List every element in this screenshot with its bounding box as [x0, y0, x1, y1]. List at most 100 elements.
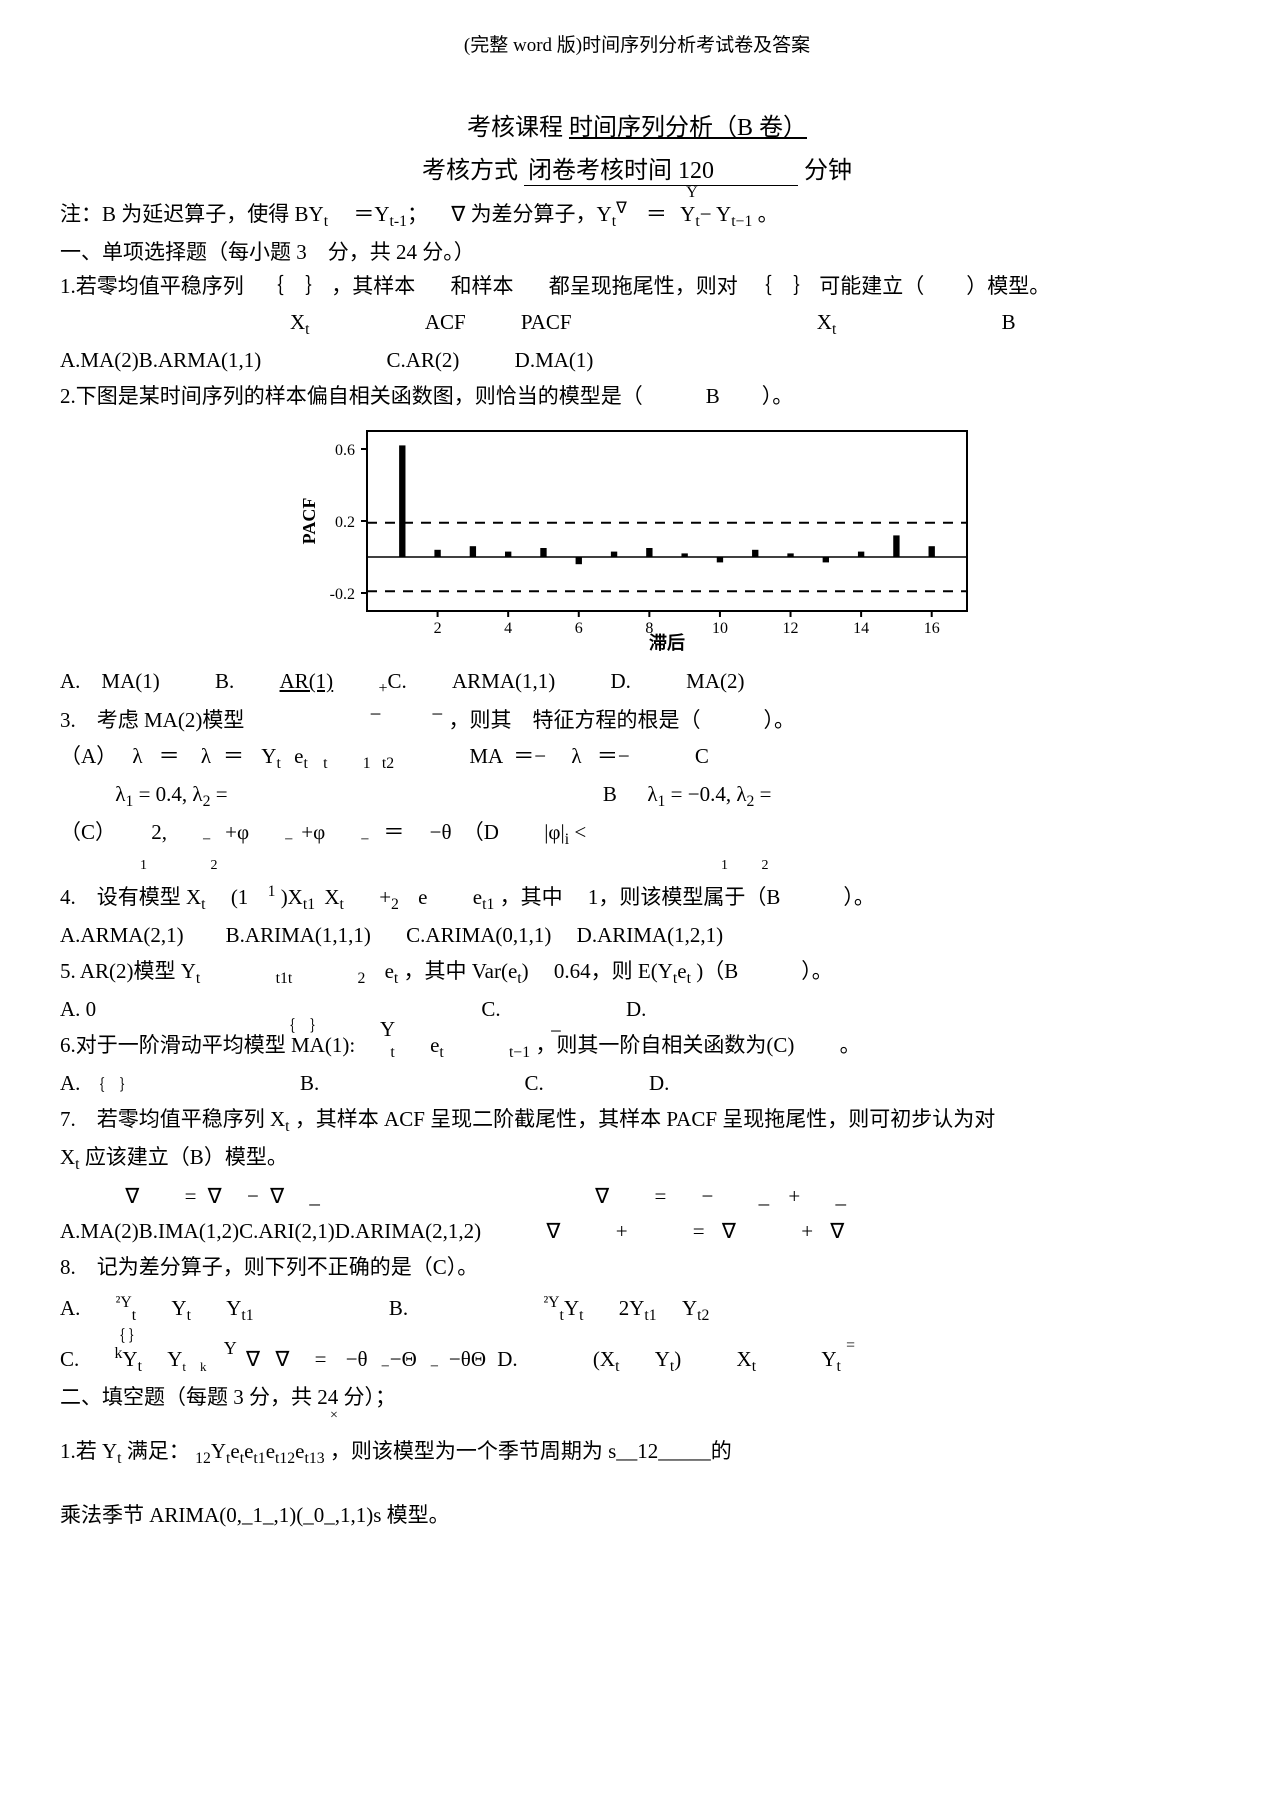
nabla2-icon: ∇ [616, 200, 627, 217]
q4-x1: X [324, 885, 339, 909]
q5: 5. AR(2)模型 Yt t1t 2 et ，其中 Var(et) 0.64，… [60, 955, 1214, 991]
svg-text:2: 2 [434, 620, 442, 637]
q7-us2: _ [759, 1184, 770, 1208]
q6-Y-top: Y [380, 1013, 395, 1047]
q8-xt: (X [593, 1347, 615, 1371]
q7-2n3: ∇ [830, 1219, 844, 1243]
q8-d2: ²Y [116, 1294, 132, 1311]
exam-mode-val: 闭卷 [528, 158, 576, 184]
q6-pre: ｛ ｝ Y − 6.对于一阶滑动平均模型 MA(1): t et t−1 ，则其… [60, 1029, 1214, 1065]
q6-t1: t−1 [509, 1044, 530, 1061]
svg-text:PACF: PACF [299, 498, 319, 545]
svg-text:滞后: 滞后 [649, 633, 685, 651]
section2-title: 二、填空题（每题 3 分，共 24 分）； × [60, 1381, 1214, 1415]
q7-us: _ [309, 1184, 320, 1208]
q8-sb2: t1 [644, 1308, 656, 1325]
q8: 8. 记为差分算子，则下列不正确的是（C）。 [60, 1251, 1214, 1285]
q3-s2b: 2 [762, 858, 769, 873]
q3-eq3: ＝− [597, 744, 630, 768]
q4-t: t [340, 896, 344, 913]
q6-brace2: ｛ ｝ [90, 1078, 135, 1094]
exam-mode: 闭卷考核时间 120 [524, 150, 798, 186]
q8-nab: ∇ [246, 1347, 260, 1371]
q1-brace2: ｛ ｝ [751, 274, 814, 298]
q3-ceq2: = [216, 782, 228, 806]
fill1-12: 12 [195, 1450, 211, 1467]
q3-beq2: = [760, 782, 772, 806]
q3-bl1: λ [647, 782, 657, 806]
q8-ceq: = [315, 1347, 327, 1371]
q8-x2: X [737, 1347, 752, 1371]
pacf-chart: -0.20.20.6246810121416滞后PACF [297, 421, 977, 651]
q4-p1: 1 [268, 883, 276, 900]
note-b: 为差分算子，Y [471, 202, 612, 226]
q7-eq: = [185, 1184, 197, 1208]
q3-t1: t [323, 755, 327, 772]
fill1-Y: Y [211, 1439, 226, 1463]
q8-t2: −Θ [390, 1347, 417, 1371]
svg-text:16: 16 [924, 620, 940, 637]
q1-pacf: PACF [521, 310, 572, 334]
q8-rowC: ｛ ｝ C. kYt Ytk Y ∇ ∇ = −θ −−Θ −−θΘ D. (X… [60, 1341, 1214, 1379]
q1-brace1: ｛ ｝ [263, 274, 326, 298]
q3-subrow: 1 2 1 2 [60, 855, 1214, 877]
q1-ans: B [1002, 310, 1016, 334]
q5-end: )（B ）。 [691, 959, 833, 983]
q5-mid: ，其中 Var(e [404, 959, 518, 983]
q3-l2: λ [192, 782, 202, 806]
fill1-line: 1.若 Y [60, 1439, 117, 1463]
q7-n2: ∇ [208, 1184, 222, 1208]
q3-eq: ＝ [159, 744, 180, 768]
q5-two: 2 [357, 970, 365, 987]
q4-line: 4. 设有模型 X [60, 885, 201, 909]
q6-A: A. [60, 1071, 80, 1095]
q7-sub2: t [75, 1156, 79, 1173]
q5-A: A. 0 [60, 997, 96, 1021]
course-title: 考核课程 时间序列分析（B 卷） [60, 107, 1214, 142]
note-y2: Y [680, 202, 695, 226]
q8-cs: t [138, 1358, 142, 1375]
section1-title: 一、单项选择题（每小题 3 分，共 24 分。） [60, 236, 1214, 270]
q1-mid3: 都呈现拖尾性，则对 [549, 274, 738, 298]
q7-line2: Xt 应该建立（B）模型。 [60, 1141, 1214, 1177]
exam-unit: 分钟 [804, 158, 852, 184]
fill1-e12s: t12 [275, 1450, 295, 1467]
q7-2p2: + [801, 1219, 813, 1243]
q3-lt: < [574, 820, 586, 844]
q2-A: A. MA(1) [60, 669, 160, 693]
q6-B: B. [300, 1071, 319, 1095]
q1-mid1: ，其样本 [331, 274, 415, 298]
q6-C: C. [524, 1071, 543, 1095]
q5-val: 0.64，则 E(Y [554, 959, 673, 983]
q3-phi1: +φ [225, 820, 249, 844]
q7-sub: t [285, 1118, 289, 1135]
q8-two: 2Y [619, 1296, 645, 1320]
q1-text: 1.若零均值平稳序列 [60, 274, 244, 298]
q6-t: t [390, 1044, 394, 1061]
q4-e2: e [473, 885, 482, 909]
q7-n3: ∇ [270, 1184, 284, 1208]
fill1-tail: ，则该模型为一个季节周期为 s__12_____的 [330, 1439, 732, 1463]
q4-xx: )X [281, 885, 303, 909]
q4-paren: (1 [231, 885, 249, 909]
q2-B2: AR(1) [280, 669, 334, 693]
q1-opts: A.MA(2)B.ARMA(1,1) C.AR(2) D.MA(1) [60, 344, 1214, 378]
q4-xt: t [201, 896, 205, 913]
q1-row2: Xt ACF PACF Xt B [60, 306, 1214, 342]
q4-eqone: 1，则该模型属于（B ）。 [588, 885, 875, 909]
q3-A: （A） [60, 744, 117, 768]
note-a: 注：B 为延迟算子，使得 BY [60, 202, 324, 226]
q7-eq2: = [654, 1184, 666, 1208]
q8-rowA: A. ²Yt Yt Yt1 B. ²YtYt 2Yt1 Yt2 [60, 1290, 1214, 1328]
q4-et1: t1 [482, 896, 494, 913]
title-name: 时间序列分析（B 卷） [569, 115, 807, 141]
fill1-e1s: t1 [253, 1450, 265, 1467]
q3-s2: 2 [211, 858, 218, 873]
q8-A: A. [60, 1296, 80, 1320]
title-prefix: 考核课程 [467, 115, 563, 141]
q3-row3: （C） 2, −+φ −+φ −＝ −θ （D |φ|i < [60, 816, 1214, 852]
q1-optD: D.MA(1) [515, 348, 594, 372]
q8-yb: Y [564, 1296, 579, 1320]
q7-n1: ∇ [125, 1184, 139, 1208]
q7-opts: A.MA(2)B.IMA(1,2)C.ARI(2,1)D.ARIMA(2,1,2… [60, 1215, 1214, 1249]
